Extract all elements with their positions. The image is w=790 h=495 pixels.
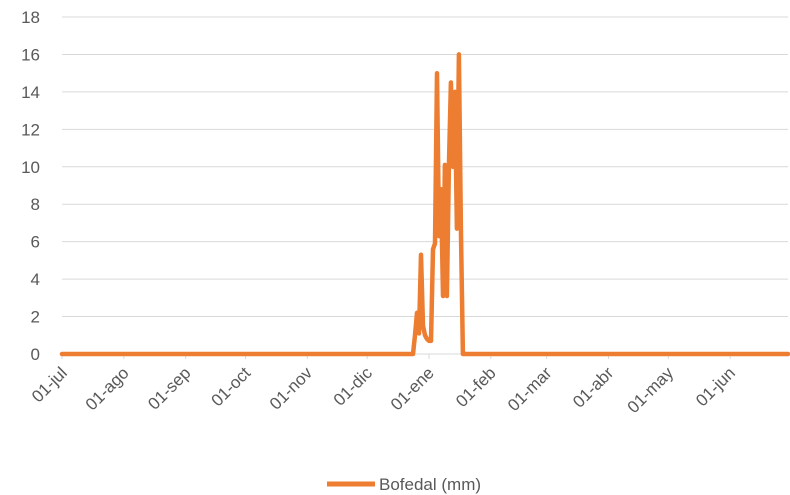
- x-tick-label-01-dic: 01-dic: [330, 363, 377, 410]
- series-line-bofedal: [59, 52, 790, 357]
- y-tick-label-18: 18: [21, 8, 40, 27]
- legend: Bofedal (mm): [327, 475, 481, 494]
- legend-label: Bofedal (mm): [379, 475, 481, 494]
- series-layer: [59, 52, 790, 357]
- gridlines: [62, 16, 788, 318]
- y-tick-label-0: 0: [31, 345, 40, 364]
- x-tick-label-01-sep: 01-sep: [144, 363, 194, 413]
- x-tick-label-01-abr: 01-abr: [569, 363, 617, 411]
- x-tick-label-01-oct: 01-oct: [207, 363, 254, 410]
- y-tick-label-12: 12: [21, 120, 40, 139]
- x-tick-label-01-ago: 01-ago: [82, 363, 133, 414]
- x-tick-label-01-jul: 01-jul: [28, 363, 71, 406]
- x-tick-label-01-jun: 01-jun: [692, 363, 739, 410]
- x-tick-label-01-nov: 01-nov: [266, 363, 317, 414]
- x-axis: 01-jul 01-ago 01-sep 01-oct 01-nov 01-dic 01-e…: [28, 353, 788, 417]
- y-tick-label-2: 2: [31, 308, 40, 327]
- x-tick-label-01-feb: 01-feb: [452, 363, 500, 411]
- x-tick-label-01-ene: 01-ene: [387, 363, 438, 414]
- x-tick-label-01-mar: 01-mar: [504, 363, 556, 415]
- y-tick-label-6: 6: [31, 233, 40, 252]
- y-axis-ticks: 0 2 4 6 8 10 12 14 16 18: [21, 8, 40, 364]
- x-tick-label-01-may: 01-may: [624, 363, 678, 417]
- y-tick-label-14: 14: [21, 83, 40, 102]
- y-tick-label-16: 16: [21, 45, 40, 64]
- y-tick-label-10: 10: [21, 158, 40, 177]
- y-tick-label-4: 4: [31, 270, 40, 289]
- y-tick-label-8: 8: [31, 195, 40, 214]
